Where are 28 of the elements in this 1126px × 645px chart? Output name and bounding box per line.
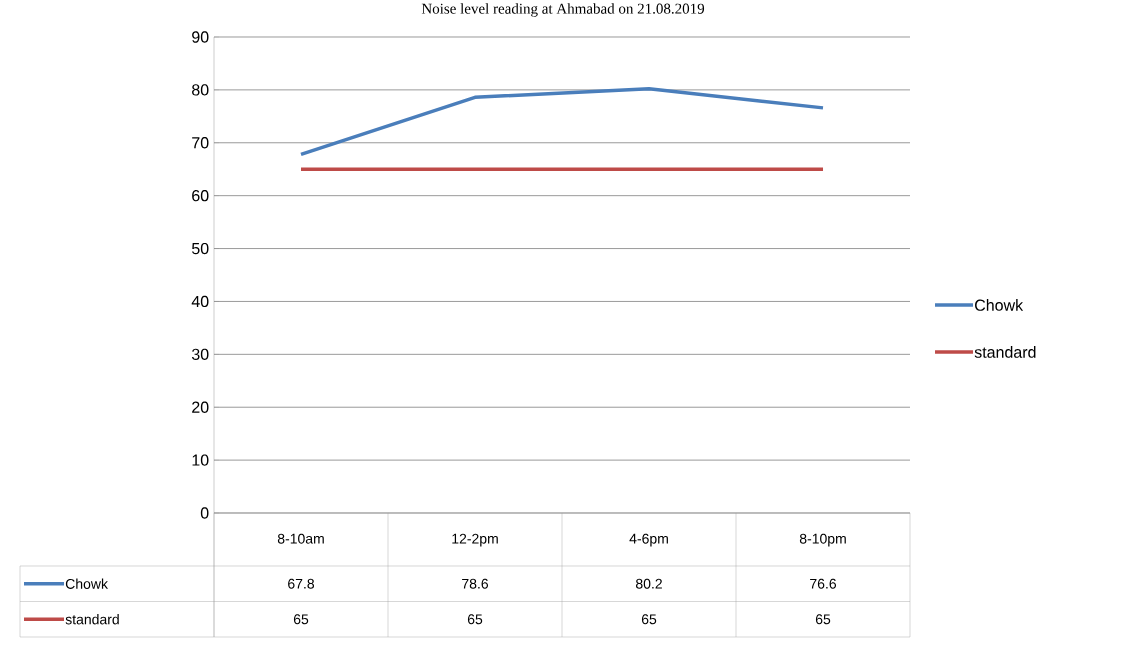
legend-label: standard — [974, 346, 1036, 358]
x-tick-label: 12-2pm — [452, 533, 498, 547]
data-label: 67.8 — [288, 578, 315, 589]
y-tick-label: 50 — [191, 242, 209, 255]
text: Chowk — [65, 578, 109, 589]
data-label: 65 — [293, 614, 309, 625]
y-tick-label: 10 — [192, 454, 209, 466]
y-tick-label: 20 — [192, 401, 209, 413]
x-tick-label: 4-6pm — [629, 533, 668, 547]
data-label: 65 — [641, 614, 657, 625]
y-tick-label: 60 — [192, 190, 209, 202]
y-tick-label: 40 — [191, 295, 209, 308]
text: standard — [65, 614, 119, 625]
x-tick-label: 8-10pm — [799, 533, 846, 547]
y-tick-label: 0 — [200, 507, 209, 519]
data-label: 65 — [467, 614, 483, 625]
legend-label: Chowk — [975, 299, 1024, 311]
data-label: 78.6 — [462, 578, 489, 589]
y-tick-label: 70 — [192, 137, 209, 149]
y-tick-label: 80 — [192, 84, 209, 96]
data-label: 76.6 — [810, 578, 837, 589]
x-tick-label: 8-10am — [277, 533, 324, 544]
data-label: 65 — [815, 614, 831, 625]
chart-title: Noise level reading at Ahmabad on 21.08.2019 — [421, 3, 705, 17]
line-series — [299, 87, 825, 157]
y-tick-label: 90 — [192, 31, 209, 43]
y-tick-label: 30 — [191, 348, 209, 360]
data-label: 80.2 — [636, 578, 662, 589]
